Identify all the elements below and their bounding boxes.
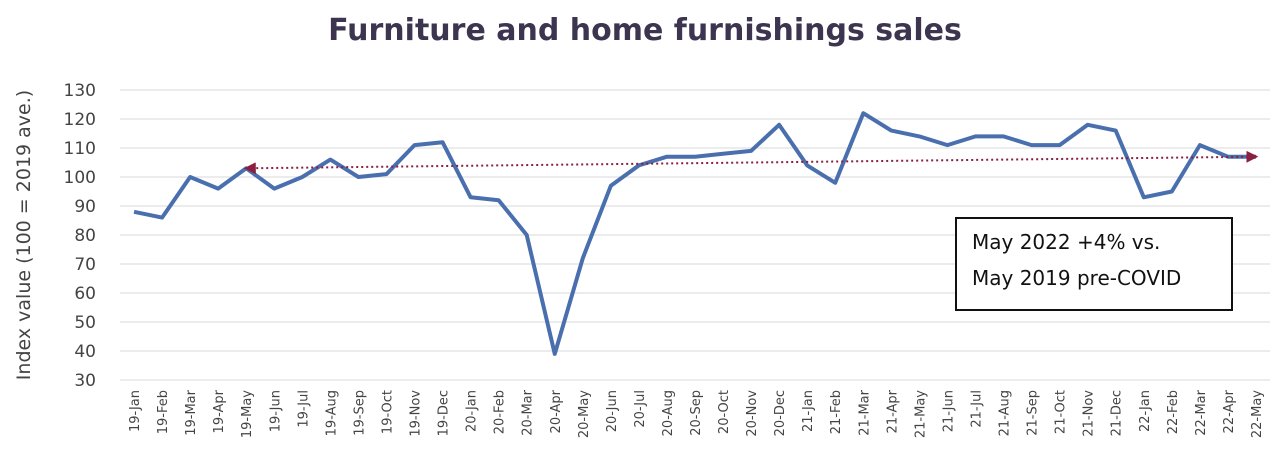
y-tick-label: 80 [74, 226, 96, 246]
y-tick-label: 30 [74, 371, 96, 391]
y-tick-label: 70 [74, 255, 96, 275]
y-axis-label: Index value (100 = 2019 ave.) [13, 90, 35, 380]
x-tick-label: 21-Apr [885, 389, 900, 433]
annotation-line: May 2022 +4% vs. [972, 230, 1160, 254]
x-tick-label: 20-Oct [717, 390, 732, 434]
x-tick-label: 21-Jul [969, 390, 984, 428]
x-tick-label: 19-Feb [156, 390, 171, 434]
x-tick-label: 19-Dec [437, 390, 452, 436]
x-tick-label: 19-Mar [184, 389, 199, 435]
annotation-frame [955, 217, 1233, 311]
y-tick-label: 100 [64, 168, 96, 188]
y-tick-label: 120 [64, 110, 96, 130]
x-tick-label: 19-Jan [128, 390, 143, 432]
y-tick-label: 40 [74, 342, 96, 362]
x-tick-label: 20-May [577, 390, 592, 438]
x-tick-label: 19-Sep [352, 390, 367, 436]
reference-arrow [243, 150, 1259, 175]
y-tick-label: 60 [74, 284, 96, 304]
x-tick-label: 22-Jan [1138, 390, 1153, 432]
annotation-line: May 2019 pre-COVID [972, 266, 1181, 290]
annotation-box: May 2022 +4% vs. May 2019 pre-COVID [955, 217, 1233, 311]
x-tick-label: 20-Apr [549, 389, 564, 433]
x-tick-label: 21-Dec [1110, 390, 1125, 436]
x-tick-label: 20-Jan [465, 390, 480, 432]
y-tick-label: 130 [64, 81, 96, 101]
x-tick-label: 21-Sep [1026, 390, 1041, 436]
x-tick-label: 22-Mar [1194, 389, 1209, 435]
x-tick-label: 20-Dec [773, 390, 788, 436]
chart-title: Furniture and home furnishings sales [328, 13, 962, 48]
x-tick-label: 22-Apr [1222, 389, 1237, 433]
y-tick-label: 90 [74, 197, 96, 217]
x-tick-label: 19-Apr [212, 389, 227, 433]
x-tick-label: 21-Oct [1054, 390, 1069, 434]
x-tick-label: 19-May [240, 390, 255, 438]
x-tick-label: 19-Aug [324, 390, 339, 436]
x-tick-label: 19-Jun [268, 390, 283, 432]
x-tick-label: 21-Jun [941, 390, 956, 432]
x-tick-label: 20-Nov [745, 390, 760, 437]
x-tick-label: 19-Jul [296, 390, 311, 428]
x-tick-label: 21-Feb [829, 390, 844, 434]
x-tick-label: 19-Oct [380, 390, 395, 434]
x-tick-label: 21-Mar [857, 389, 872, 435]
y-tick-label: 110 [64, 139, 96, 159]
y-tick-label: 50 [74, 313, 96, 333]
x-tick-label: 21-Aug [998, 390, 1013, 436]
x-tick-label: 22-Feb [1166, 390, 1181, 434]
x-tick-label: 21-Nov [1082, 390, 1097, 437]
x-tick-label: 21-May [913, 390, 928, 438]
x-tick-label: 20-Aug [661, 390, 676, 436]
x-tick-label: 22-May [1250, 390, 1265, 438]
x-tick-label: 20-Feb [493, 390, 508, 434]
x-tick-label: 20-Mar [521, 389, 536, 435]
x-tick-label: 20-Jul [633, 390, 648, 428]
x-tick-label: 19-Nov [409, 390, 424, 437]
x-tick-label: 20-Jun [605, 390, 620, 432]
x-tick-label: 21-Jan [801, 390, 816, 432]
x-tick-label: 20-Sep [689, 390, 704, 436]
